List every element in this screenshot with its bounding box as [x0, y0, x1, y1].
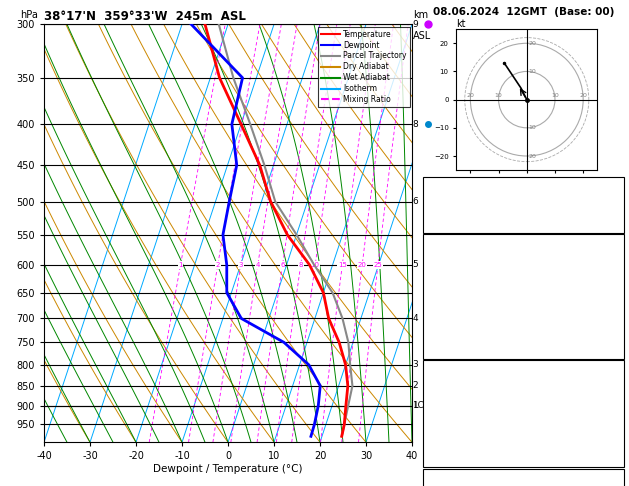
- Text: 4: 4: [255, 262, 260, 268]
- Text: 10: 10: [311, 262, 320, 268]
- Text: -3: -3: [609, 417, 621, 427]
- Text: 9: 9: [413, 20, 418, 29]
- Text: 15: 15: [338, 262, 347, 268]
- Text: hPa: hPa: [20, 10, 38, 20]
- Text: 20: 20: [528, 154, 536, 158]
- Text: 17.6: 17.6: [598, 274, 621, 284]
- Text: 577: 577: [603, 327, 621, 336]
- Text: 8: 8: [413, 120, 418, 129]
- Text: kt: kt: [456, 19, 466, 29]
- Text: km: km: [413, 10, 428, 20]
- Text: 08.06.2024  12GMT  (Base: 00): 08.06.2024 12GMT (Base: 00): [433, 7, 615, 17]
- Text: Mixing Ratio (g/kg): Mixing Ratio (g/kg): [439, 191, 448, 276]
- Text: CAPE (J): CAPE (J): [426, 435, 473, 445]
- Text: PW (cm): PW (cm): [426, 219, 467, 229]
- Text: 10: 10: [528, 69, 536, 74]
- Text: 2: 2: [413, 382, 418, 390]
- Text: -3: -3: [609, 309, 621, 319]
- Text: 1: 1: [178, 262, 183, 268]
- Text: Totals Totals: Totals Totals: [426, 202, 502, 211]
- Text: 336: 336: [603, 400, 621, 410]
- Text: © weatheronline.co.uk: © weatheronline.co.uk: [467, 473, 580, 482]
- Text: Dewp (°C): Dewp (°C): [426, 274, 479, 284]
- Text: 577: 577: [603, 435, 621, 445]
- Text: LCL: LCL: [413, 401, 428, 410]
- Text: 20: 20: [467, 93, 474, 98]
- Text: Surface: Surface: [503, 239, 544, 249]
- Text: θₑ (K): θₑ (K): [426, 400, 461, 410]
- Text: 117: 117: [603, 452, 621, 462]
- Text: θₑ(K): θₑ(K): [426, 292, 455, 301]
- Text: 6: 6: [413, 197, 418, 206]
- Text: Most Unstable: Most Unstable: [485, 365, 562, 375]
- Text: CIN (J): CIN (J): [426, 344, 467, 354]
- Text: 3: 3: [238, 262, 243, 268]
- Text: 3: 3: [413, 360, 418, 369]
- Text: Pressure (mb): Pressure (mb): [426, 382, 502, 392]
- Text: CIN (J): CIN (J): [426, 452, 467, 462]
- Text: 20: 20: [358, 262, 367, 268]
- Text: 23: 23: [609, 184, 621, 194]
- Text: 2.63: 2.63: [598, 219, 621, 229]
- Text: 25: 25: [374, 262, 382, 268]
- Text: 10: 10: [551, 93, 559, 98]
- X-axis label: Dewpoint / Temperature (°C): Dewpoint / Temperature (°C): [153, 464, 303, 474]
- Text: Hodograph: Hodograph: [497, 473, 550, 483]
- Text: 10: 10: [495, 93, 503, 98]
- Text: CAPE (J): CAPE (J): [426, 327, 473, 336]
- Text: Lifted Index: Lifted Index: [426, 309, 496, 319]
- Text: ASL: ASL: [413, 31, 431, 40]
- Text: Lifted Index: Lifted Index: [426, 417, 496, 427]
- Text: 4: 4: [413, 314, 418, 323]
- Text: 8: 8: [298, 262, 303, 268]
- Text: 6: 6: [281, 262, 285, 268]
- Text: 48: 48: [609, 202, 621, 211]
- Text: 38°17'N  359°33'W  245m  ASL: 38°17'N 359°33'W 245m ASL: [44, 10, 246, 23]
- Text: 1: 1: [413, 401, 418, 410]
- Text: 20: 20: [579, 93, 587, 98]
- Text: 24.3: 24.3: [598, 257, 621, 266]
- Text: 2: 2: [216, 262, 220, 268]
- Text: 5: 5: [413, 260, 418, 269]
- Legend: Temperature, Dewpoint, Parcel Trajectory, Dry Adiabat, Wet Adiabat, Isotherm, Mi: Temperature, Dewpoint, Parcel Trajectory…: [318, 27, 409, 107]
- Text: Temp (°C): Temp (°C): [426, 257, 479, 266]
- Text: K: K: [426, 184, 431, 194]
- Text: 10: 10: [528, 125, 536, 130]
- Text: 983: 983: [603, 382, 621, 392]
- Text: 20: 20: [528, 41, 536, 46]
- Text: 336: 336: [603, 292, 621, 301]
- Text: 117: 117: [603, 344, 621, 354]
